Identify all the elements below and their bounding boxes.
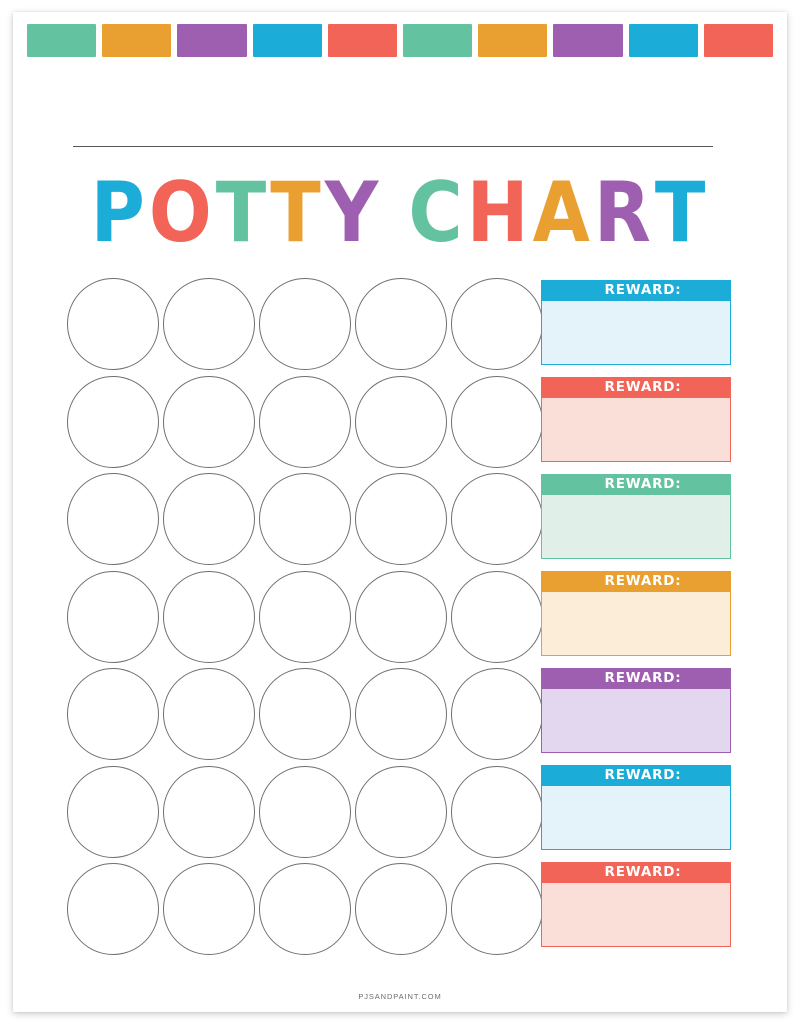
reward-input-area[interactable] — [541, 786, 731, 850]
sticker-circle[interactable] — [67, 278, 159, 370]
title-letter-2: O — [148, 164, 216, 262]
reward-label: REWARD: — [541, 377, 731, 398]
reward-label: REWARD: — [541, 474, 731, 495]
reward-input-area[interactable] — [541, 301, 731, 365]
top-color-bar-7 — [478, 24, 548, 57]
top-color-bar-3 — [177, 24, 247, 57]
page-title: POTTY CHART — [13, 167, 787, 259]
sticker-circle[interactable] — [163, 668, 255, 760]
title-letter-7: C — [408, 164, 467, 262]
reward-box-5: REWARD: — [541, 668, 731, 753]
printable-sheet: POTTY CHART REWARD: REWARD: REWARD: REWARD: R… — [13, 12, 787, 1012]
chart-content: REWARD: REWARD: REWARD: REWARD: REWARD: REWAR… — [13, 12, 787, 1012]
sticker-circle[interactable] — [163, 278, 255, 370]
sticker-circle[interactable] — [163, 375, 255, 468]
sticker-circle[interactable] — [163, 863, 255, 955]
reward-label: REWARD: — [541, 571, 731, 592]
sticker-circle[interactable] — [451, 375, 543, 468]
title-letter-3: T — [215, 164, 271, 262]
sticker-circle[interactable] — [355, 473, 447, 565]
sticker-circle[interactable] — [259, 570, 351, 663]
reward-box-6: REWARD: — [541, 765, 731, 850]
reward-box-7: REWARD: — [541, 862, 731, 947]
reward-label: REWARD: — [541, 862, 731, 883]
top-color-bar-4 — [252, 24, 322, 57]
title-letter-4: T — [270, 164, 325, 262]
title-divider-rule — [73, 146, 713, 147]
reward-input-area[interactable] — [541, 883, 731, 947]
sticker-circle[interactable] — [451, 570, 543, 663]
reward-box-4: REWARD: — [541, 571, 731, 656]
sticker-circle[interactable] — [451, 278, 543, 370]
sticker-circle[interactable] — [259, 473, 351, 565]
sticker-circle[interactable] — [67, 473, 159, 565]
reward-label: REWARD: — [541, 765, 731, 786]
reward-box-1: REWARD: — [541, 280, 731, 365]
title-letter-11: T — [654, 164, 710, 262]
reward-input-area[interactable] — [541, 592, 731, 656]
top-color-bar-8 — [553, 24, 623, 57]
sticker-circle[interactable] — [259, 765, 351, 858]
sticker-circle[interactable] — [163, 473, 255, 565]
top-color-bar-10 — [703, 24, 774, 57]
sticker-circle[interactable] — [451, 473, 543, 565]
sticker-circle[interactable] — [67, 375, 159, 468]
reward-column: REWARD: REWARD: REWARD: REWARD: REWARD: REWAR… — [541, 280, 731, 959]
reward-box-3: REWARD: — [541, 474, 731, 559]
top-color-bar-9 — [628, 24, 698, 57]
sticker-circle[interactable] — [451, 668, 543, 760]
sticker-circle[interactable] — [355, 278, 447, 370]
reward-input-area[interactable] — [541, 495, 731, 559]
sticker-circle[interactable] — [67, 765, 159, 858]
title-letter-10: R — [593, 164, 655, 262]
sticker-circle[interactable] — [451, 863, 543, 955]
sticker-circle[interactable] — [259, 668, 351, 760]
reward-label: REWARD: — [541, 280, 731, 301]
sticker-circle[interactable] — [259, 375, 351, 468]
sticker-circle[interactable] — [259, 278, 351, 370]
top-color-bar-2 — [102, 24, 172, 57]
title-letter-9: A — [532, 164, 594, 262]
sticker-circle[interactable] — [355, 863, 447, 955]
sticker-circle[interactable] — [355, 570, 447, 663]
sticker-circle[interactable] — [67, 863, 159, 955]
title-letter-5: Y — [324, 164, 383, 262]
sticker-circle[interactable] — [451, 765, 543, 858]
top-color-bar-1 — [27, 24, 97, 57]
footer-credit: PJSANDPAINT.COM — [358, 992, 442, 1001]
sticker-circle[interactable] — [355, 375, 447, 468]
title-letter-8: H — [466, 164, 533, 262]
reward-box-2: REWARD: — [541, 377, 731, 462]
top-color-bar-strip — [27, 24, 774, 57]
reward-input-area[interactable] — [541, 689, 731, 753]
sticker-circle[interactable] — [163, 765, 255, 858]
top-color-bar-6 — [403, 24, 473, 57]
sticker-circle[interactable] — [355, 765, 447, 858]
reward-input-area[interactable] — [541, 398, 731, 462]
reward-label: REWARD: — [541, 668, 731, 689]
title-letter-1: P — [90, 164, 149, 262]
sticker-circle[interactable] — [259, 863, 351, 955]
top-color-bar-5 — [327, 24, 398, 57]
sticker-circle[interactable] — [67, 668, 159, 760]
sticker-circle[interactable] — [67, 570, 159, 663]
sticker-circle[interactable] — [355, 668, 447, 760]
sticker-circle[interactable] — [163, 570, 255, 663]
